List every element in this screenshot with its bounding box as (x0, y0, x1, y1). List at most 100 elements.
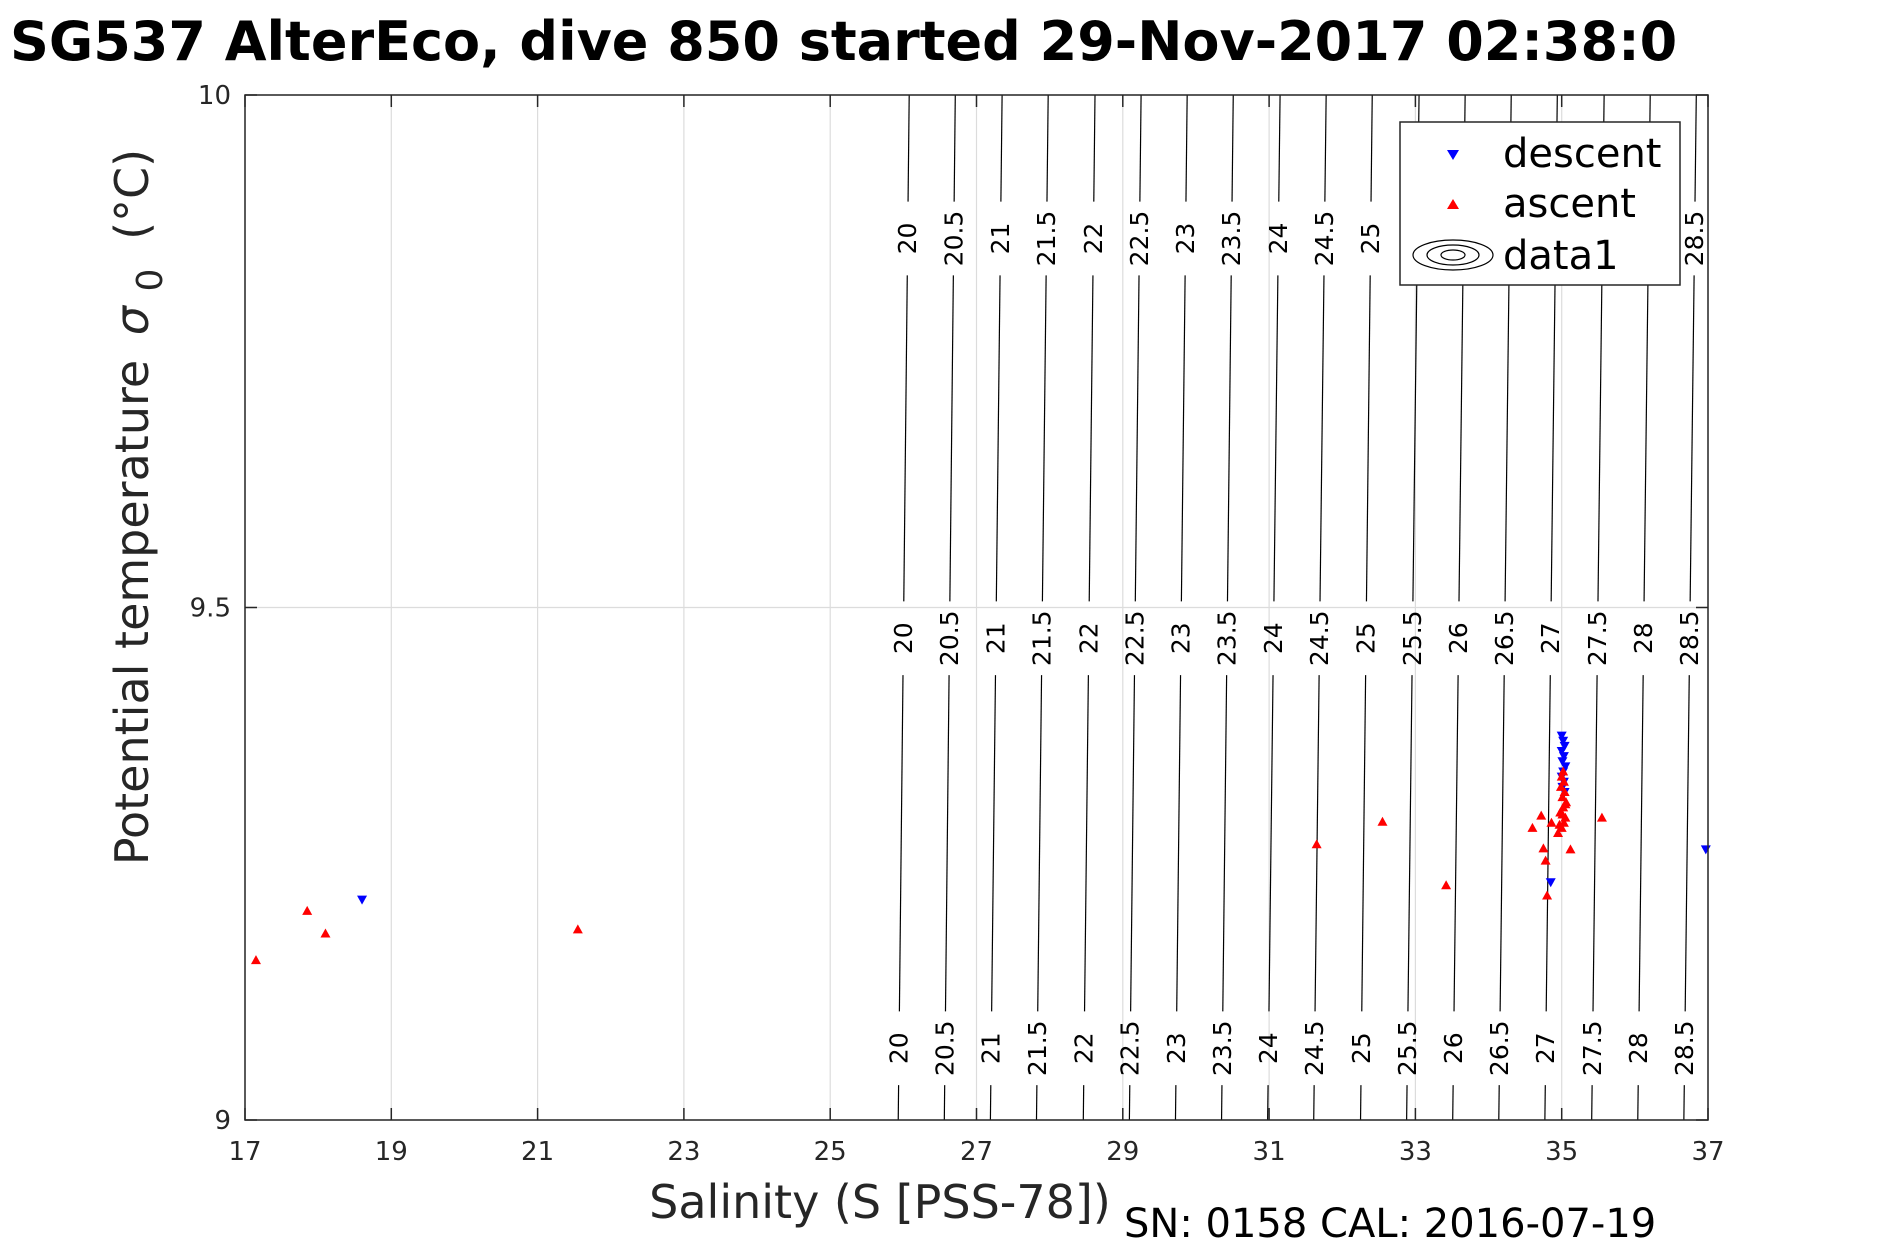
contour-label: 21 (977, 1032, 1006, 1064)
x-tick-label: 29 (1106, 1137, 1139, 1167)
contour-label: 25.5 (1393, 1020, 1422, 1076)
y-tick-label: 10 (198, 81, 231, 111)
contour-label: 25.5 (1398, 610, 1427, 666)
descent-point (1700, 845, 1711, 855)
contour-line (1684, 675, 1690, 1012)
contour-line (1545, 675, 1551, 1012)
x-tick-label: 35 (1545, 1137, 1578, 1167)
x-axis-label: Salinity (S [PSS-78]) (649, 1175, 1111, 1229)
legend-contour-label: data1 (1503, 233, 1619, 279)
y-axis-label-symbol: σ (105, 304, 159, 335)
contour-line (1499, 675, 1505, 1012)
contour-line (1278, 94, 1281, 202)
contour-line (1185, 94, 1188, 202)
contour-label: 21.5 (1023, 1020, 1052, 1076)
ascent-point (1377, 816, 1388, 826)
contour-label: 28.5 (1675, 610, 1704, 666)
contour-line (1365, 275, 1371, 602)
x-tick-label: 19 (375, 1137, 408, 1167)
contour-line (1130, 675, 1136, 1012)
ascent-point (1538, 843, 1549, 853)
ascent-point (1596, 812, 1607, 822)
contour-line (1088, 275, 1094, 602)
y-axis-label-text: Potential temperature (105, 360, 159, 865)
y-tick-label: 9.5 (190, 594, 231, 624)
x-tick-label: 31 (1253, 1137, 1286, 1167)
ascent-point (320, 928, 331, 938)
contour-line (1273, 275, 1279, 602)
contour-line (1134, 275, 1140, 602)
contour-label: 22.5 (1125, 211, 1154, 267)
contour-line (1226, 275, 1232, 602)
legend-box (1399, 121, 1681, 286)
ascent-point (1559, 787, 1570, 796)
contour-label: 20 (884, 1032, 913, 1064)
y-axis-label-group: Potential temperature σ 0 (°C) (105, 149, 173, 865)
descent-point (1556, 731, 1567, 741)
contour-line (1319, 275, 1325, 602)
contour-label: 26.5 (1490, 610, 1519, 666)
y-axis-label-unit: (°C) (105, 149, 159, 240)
contour-label: 27.5 (1583, 610, 1612, 666)
contour-label: 20 (889, 622, 918, 654)
contour-line (1083, 675, 1089, 1012)
ascent-point (1558, 766, 1569, 776)
descent-point (1557, 757, 1568, 767)
ascent-point (1441, 880, 1452, 890)
contour-label: 24 (1254, 1032, 1283, 1064)
contour-line (1694, 94, 1697, 202)
y-axis-label: Potential temperature σ 0 (°C) (105, 149, 173, 865)
contour-label: 24.5 (1310, 211, 1339, 267)
contour-label: 23.5 (1213, 610, 1242, 666)
ascent-point (302, 905, 313, 915)
contour-label: 25 (1356, 223, 1385, 255)
contour-label: 23 (1166, 622, 1195, 654)
contour-line (1046, 94, 1049, 202)
contour-label: 24.5 (1305, 610, 1334, 666)
x-tick-label: 21 (521, 1137, 554, 1167)
descent-point (1559, 741, 1570, 751)
contour-line (1000, 94, 1003, 202)
contour-label: 23.5 (1217, 211, 1246, 267)
contour-line (1361, 675, 1367, 1012)
x-tick-label: 33 (1399, 1137, 1432, 1167)
ascent-point (1527, 822, 1538, 832)
ascent-point (1540, 855, 1551, 865)
contour-line (1176, 675, 1182, 1012)
ascent-point (1542, 890, 1553, 900)
legend-descent-label: descent (1503, 131, 1661, 177)
axis-ticks: 17 19 21 23 25 27 29 31 33 35 37 9 9.5 10 (190, 81, 1725, 1167)
descent-point (1558, 752, 1569, 762)
legend-contour-icon (1412, 239, 1494, 271)
ascent-point (1554, 819, 1565, 829)
ascent-point (1560, 799, 1571, 809)
descent-point (1556, 747, 1567, 756)
ascent-point (1555, 781, 1566, 791)
contour-label: 25 (1347, 1032, 1376, 1064)
calibration-footer: SN: 0158 CAL: 2016-07-19 (1124, 1201, 1656, 1247)
descent-point (357, 895, 368, 905)
ascent-point (1557, 809, 1568, 819)
contour-label: 23.5 (1208, 1020, 1237, 1076)
ascent-point (1558, 776, 1569, 786)
contour-line (1638, 675, 1644, 1012)
legend-ascent-label: ascent (1503, 181, 1636, 227)
contour-line (898, 675, 904, 1012)
contour-line (1324, 94, 1327, 202)
contour-label: 21.5 (1032, 211, 1061, 267)
contour-label: 21 (986, 223, 1015, 255)
contour-line (991, 675, 997, 1012)
contour-label: 21.5 (1027, 610, 1056, 666)
contour-label: 20.5 (935, 610, 964, 666)
contour-line (1231, 94, 1234, 202)
x-tick-label: 17 (228, 1137, 261, 1167)
ascent-point (1546, 817, 1557, 827)
contour-label: 20 (893, 223, 922, 255)
contour-label: 27 (1536, 622, 1565, 654)
ascent-point (1311, 839, 1322, 849)
contour-label: 27.5 (1578, 1020, 1607, 1076)
chart-title: SG537 AlterEco, dive 850 started 29-Nov-… (10, 10, 1677, 73)
contour-label: 20.5 (939, 211, 968, 267)
contour-label: 24 (1264, 223, 1293, 255)
contour-label: 22 (1074, 622, 1103, 654)
